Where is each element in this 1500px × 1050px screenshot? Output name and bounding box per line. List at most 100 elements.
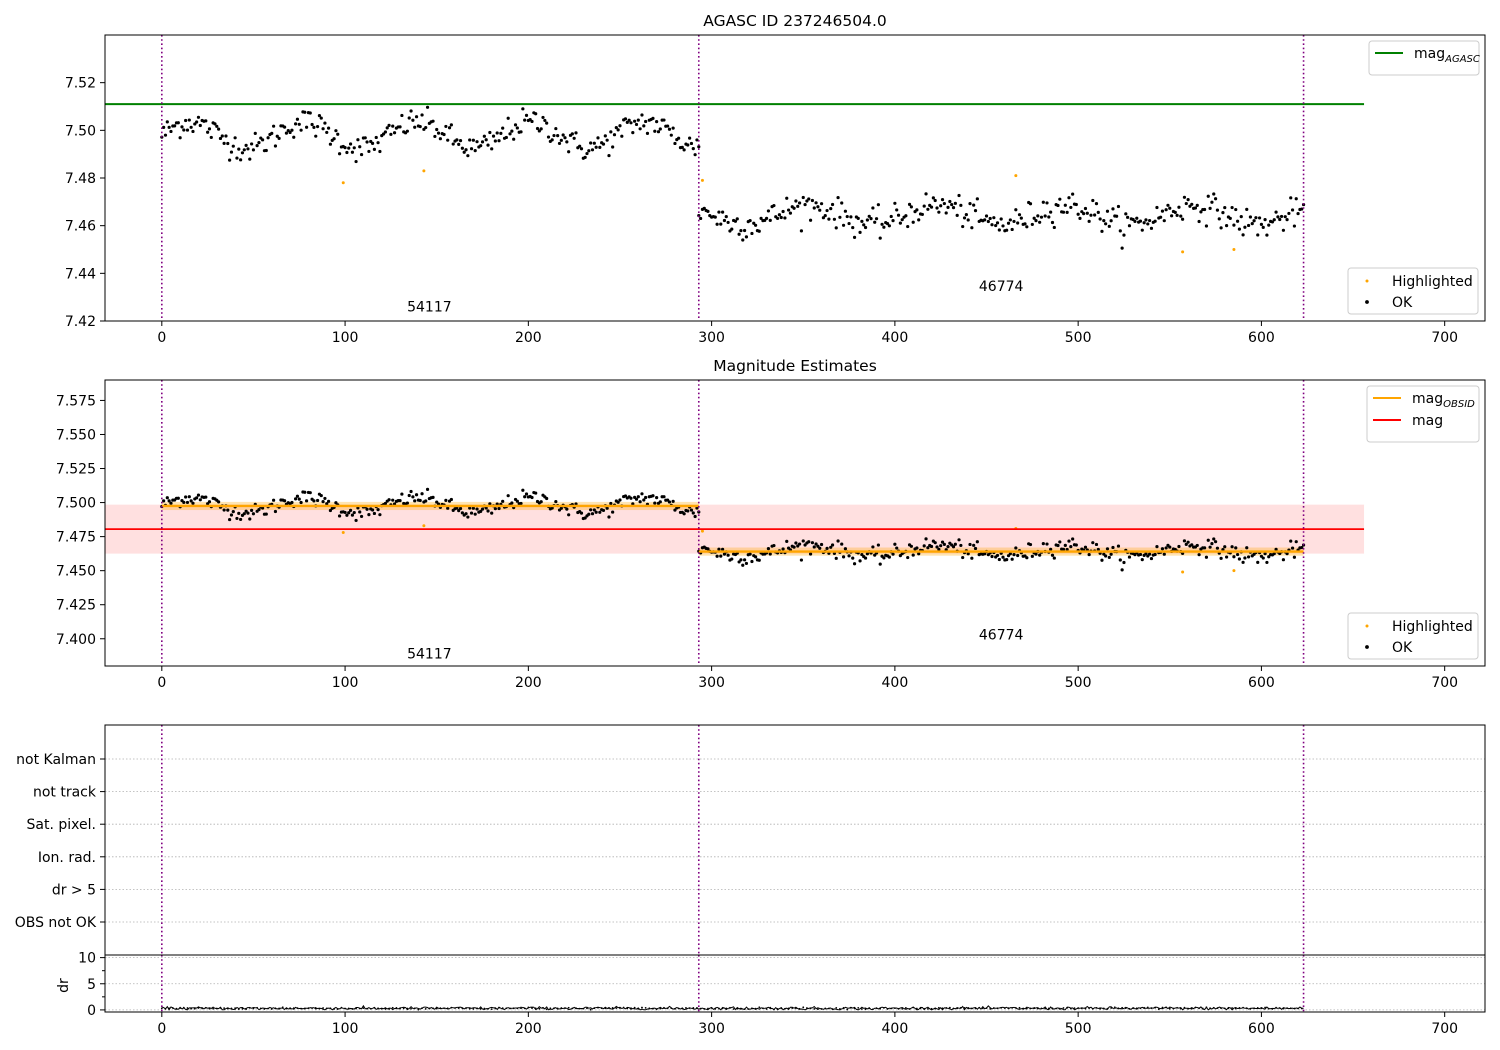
ok-point [491, 134, 496, 138]
ok-point [808, 218, 813, 222]
chart-title: Magnitude Estimates [713, 357, 877, 375]
ok-point [653, 501, 657, 505]
dr-point [380, 1007, 383, 1010]
dr-point [274, 1007, 277, 1010]
ok-point [504, 135, 508, 140]
dr-point [270, 1008, 273, 1010]
ok-point [264, 148, 268, 153]
ok-point [959, 203, 963, 207]
ok-point [821, 216, 826, 220]
dr-point [1278, 1007, 1281, 1009]
dr-point [171, 1007, 174, 1009]
ok-point [204, 119, 208, 123]
ok-point [1294, 540, 1298, 544]
ok-point [293, 122, 298, 126]
dr-point [802, 1006, 805, 1009]
y-tick-label: 7.42 [65, 314, 96, 330]
dr-point [1003, 1007, 1006, 1009]
ok-point [834, 226, 838, 230]
ok-point [968, 202, 972, 206]
ok-point [1160, 209, 1165, 213]
dr-point [300, 1007, 302, 1010]
dr-point [1014, 1006, 1017, 1009]
ok-point [398, 498, 402, 503]
ok-point [411, 495, 415, 499]
ok-point [873, 553, 877, 557]
dr-point [428, 1007, 431, 1010]
ok-point [354, 159, 358, 164]
x-tick-label: 700 [1431, 330, 1458, 346]
ok-point [847, 554, 851, 558]
dr-point [721, 1007, 724, 1010]
dr-point [263, 1008, 266, 1010]
ok-point [425, 487, 430, 492]
ok-point [196, 493, 201, 497]
ok-point [1149, 556, 1154, 561]
dr-point [168, 1007, 171, 1010]
ok-point [1294, 197, 1298, 201]
ok-point [488, 502, 492, 506]
ok-point [975, 197, 979, 201]
ok-point [741, 238, 745, 242]
ok-point [1124, 212, 1128, 216]
ok-point [1190, 543, 1194, 547]
ok-point [418, 498, 422, 503]
dr-point [871, 1008, 874, 1011]
ok-point [1093, 213, 1097, 217]
dr-point [1168, 1007, 1171, 1010]
dr-point [256, 1006, 259, 1009]
ok-point [319, 493, 323, 498]
ok-point [1063, 203, 1067, 207]
dr-point [707, 1007, 709, 1010]
ok-point [414, 493, 419, 497]
dr-point [1300, 1007, 1303, 1010]
ok-point [326, 126, 331, 130]
dr-point [1293, 1007, 1296, 1010]
ok-point [250, 142, 254, 146]
highlighted-point [341, 181, 345, 185]
ok-point [290, 500, 294, 505]
ok-point [972, 543, 976, 547]
ok-point [446, 138, 450, 142]
ok-point [1204, 224, 1209, 228]
ok-point [656, 130, 661, 134]
flag-row-label: dr > 5 [52, 882, 96, 898]
ok-point [889, 214, 893, 219]
dr-point [956, 1007, 959, 1010]
dr-point [351, 1008, 354, 1010]
ok-point [1265, 233, 1269, 237]
ok-point [1008, 218, 1012, 222]
ok-point [607, 153, 611, 158]
ok-point [530, 119, 534, 124]
dr-point [1088, 1007, 1091, 1010]
ok-point [1005, 558, 1009, 562]
ok-point [601, 142, 606, 146]
legend-label: magOBSID [1412, 391, 1475, 410]
ok-point [730, 227, 734, 231]
ok-point [1094, 202, 1099, 206]
ok-point [460, 146, 464, 150]
points-legend [1347, 267, 1479, 315]
ok-point [1096, 547, 1100, 552]
ok-point [242, 512, 246, 516]
ok-point [1105, 547, 1110, 551]
ok-point [1010, 557, 1014, 561]
ok-point [407, 116, 411, 120]
ok-point [1213, 197, 1218, 201]
ok-point [1259, 222, 1264, 226]
dr-point [190, 1007, 193, 1010]
ok-point [345, 513, 349, 517]
x-tick-label: 500 [1065, 1021, 1092, 1037]
ok-point [449, 497, 453, 502]
ok-point [510, 129, 514, 133]
ok-point [721, 547, 725, 551]
ok-point [750, 231, 754, 236]
dr-panel: 0 100 200 300 400 500 600 700 0 5 10 dr [56, 951, 1486, 1037]
ok-point [458, 506, 463, 511]
ok-point [1168, 545, 1172, 549]
ok-point [162, 499, 166, 503]
ok-point [841, 223, 846, 227]
dr-point [754, 1007, 757, 1010]
ok-point [636, 118, 640, 122]
ok-point [924, 192, 928, 196]
